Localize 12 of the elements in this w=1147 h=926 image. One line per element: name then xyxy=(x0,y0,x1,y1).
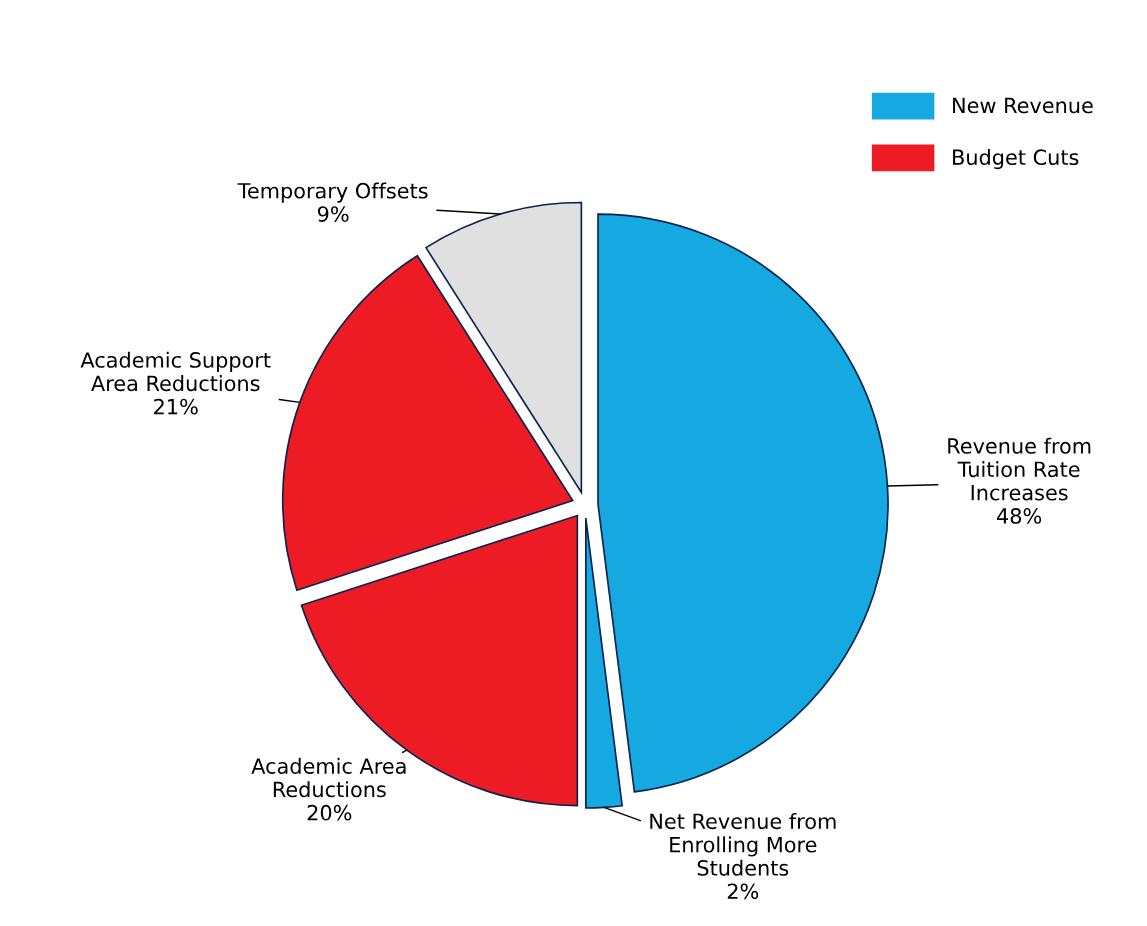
text: Budget Cuts xyxy=(953,148,1079,170)
slice-label: Temporary Offsets xyxy=(237,182,428,203)
slice-label: Academic Support Area Reductions xyxy=(80,351,271,392)
slice-label: Net Revenue from Enrolling More Students xyxy=(650,813,836,876)
data-label: 20% xyxy=(307,804,352,821)
slice-label: Academic Area Reductions xyxy=(251,757,406,798)
slice-label: Revenue from Tuition Rate Increases xyxy=(948,437,1091,501)
data-label: 48% xyxy=(997,508,1042,524)
text: New Revenue xyxy=(953,97,1093,114)
data-label: 9% xyxy=(317,206,349,222)
data-label: 2% xyxy=(727,883,759,900)
data-label: 21% xyxy=(154,398,198,415)
